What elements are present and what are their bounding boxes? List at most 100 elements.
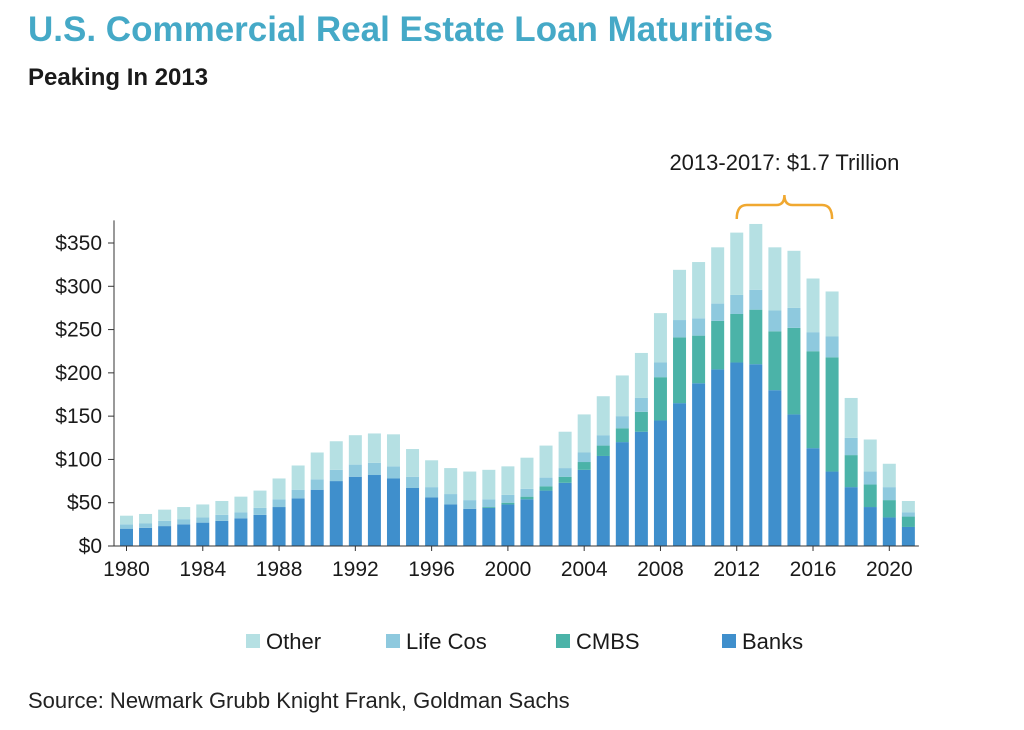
bar-segment-cmbs (787, 327, 801, 415)
chart-subtitle: Peaking In 2013 (28, 64, 209, 91)
bar-segment-life-cos (539, 477, 553, 487)
bar-segment-cmbs (520, 496, 534, 500)
bar-segment-life-cos (901, 512, 915, 517)
bar-segment-cmbs (730, 313, 744, 363)
bar-segment-banks (272, 507, 286, 546)
legend-swatch-banks (722, 634, 736, 648)
bar-segment-life-cos (653, 362, 667, 378)
bar-segment-banks (634, 431, 648, 546)
bar-segment-cmbs (558, 476, 572, 483)
bar-segment-other (291, 465, 305, 490)
bar-segment-life-cos (558, 468, 572, 477)
bar-segment-life-cos (120, 524, 133, 529)
bar-segment-other (367, 433, 381, 463)
bar-segment-life-cos (730, 294, 744, 314)
bar-segment-banks (768, 390, 782, 546)
bar-segment-life-cos (367, 462, 381, 476)
bar-segment-other (673, 269, 687, 321)
bar-segment-banks (463, 508, 477, 546)
bar-segment-life-cos (501, 494, 515, 503)
bar-segment-other (634, 352, 648, 398)
bar-segment-banks (482, 507, 496, 546)
bar-segment-life-cos (196, 517, 210, 523)
bar-segment-banks (139, 527, 153, 546)
bar-segment-life-cos (634, 397, 648, 412)
bar-segment-banks (158, 526, 172, 546)
x-tick-label: 2004 (561, 558, 608, 581)
bar-segment-life-cos (482, 499, 496, 508)
bar-segment-other (901, 500, 915, 513)
bar-segment-life-cos (329, 469, 343, 482)
annotation-label: 2013-2017: $1.7 Trillion (669, 150, 899, 175)
bar-segment-cmbs (539, 486, 553, 491)
bar-segment-banks (120, 528, 133, 546)
bar-segment-other (596, 396, 610, 436)
bar-segment-banks (615, 442, 629, 546)
bar-segment-other (653, 313, 667, 363)
bar-segment-banks (310, 489, 324, 546)
x-axis: 1980 1984 1988 1992 1996 2000 2004 2008 2012 2016… (103, 545, 919, 581)
bar-segment-other (825, 291, 839, 337)
bar-segment-other (577, 414, 591, 453)
bar-segment-banks (196, 522, 210, 546)
x-tick-label: 2016 (790, 558, 837, 581)
bar-segment-other (615, 375, 629, 417)
bar-segment-banks (234, 518, 248, 546)
bar-segment-other (882, 463, 896, 488)
bar-segment-banks (787, 414, 801, 546)
bar-segment-other (444, 468, 458, 495)
bar-segment-cmbs (577, 462, 591, 470)
bar-segment-banks (577, 469, 591, 546)
legend-label-life-cos: Life Cos (406, 629, 487, 654)
bar-segment-other (348, 435, 362, 465)
bar-segment-other (386, 434, 400, 467)
bar-segment-life-cos (310, 479, 324, 490)
bar-segment-cmbs (501, 502, 515, 505)
bar-segment-life-cos (272, 499, 286, 508)
bar-segment-life-cos (692, 318, 706, 336)
bar-segment-banks (177, 524, 191, 546)
x-tick-label: 2008 (637, 558, 684, 581)
bar-segment-cmbs (673, 337, 687, 404)
bar-segment-banks (367, 475, 381, 546)
bar-segment-banks (673, 403, 687, 546)
bar-segment-other (844, 397, 858, 438)
y-tick-label: $250 (55, 319, 102, 342)
bar-segment-other (139, 513, 153, 524)
bar-segment-life-cos (253, 507, 267, 515)
bar-segment-banks (348, 476, 362, 546)
bar-segment-cmbs (615, 428, 629, 443)
bar-segment-other (196, 504, 210, 518)
bar-segment-cmbs (711, 320, 725, 370)
bar-segment-banks (596, 455, 610, 546)
bar-segment-other (711, 247, 725, 304)
bar-segment-other (253, 490, 267, 508)
bar-segment-life-cos (787, 307, 801, 328)
y-tick-label: $100 (55, 448, 102, 471)
bar-segment-life-cos (844, 437, 858, 456)
bar-segment-other (310, 452, 324, 480)
bar-segment-cmbs (863, 484, 877, 508)
bar-segment-other (692, 262, 706, 319)
bar-segment-cmbs (653, 377, 667, 421)
bar-segment-life-cos (825, 336, 839, 358)
bar-segment-cmbs (634, 411, 648, 432)
bar-segment-banks (253, 514, 267, 546)
bar-segment-life-cos (520, 488, 534, 497)
bar-segment-banks (692, 383, 706, 546)
bar-segment-banks (501, 504, 515, 546)
bar-segment-other (482, 469, 496, 500)
bar-segment-life-cos (291, 489, 305, 499)
bar-segment-banks (825, 471, 839, 546)
bar-segment-cmbs (806, 351, 820, 449)
bar-segment-life-cos (673, 320, 687, 338)
bar-segment-life-cos (234, 512, 248, 519)
bar-segment-banks (520, 499, 534, 546)
x-tick-label: 1992 (332, 558, 379, 581)
bar-segment-other (749, 223, 763, 290)
legend: Other Life Cos CMBS Banks (246, 629, 803, 654)
bar-segment-banks (882, 517, 896, 546)
y-axis: $0 $50 $100 $150 $200 $250 $300 $350 (55, 220, 115, 558)
x-tick-label: 1984 (179, 558, 226, 581)
bar-segment-life-cos (348, 464, 362, 477)
